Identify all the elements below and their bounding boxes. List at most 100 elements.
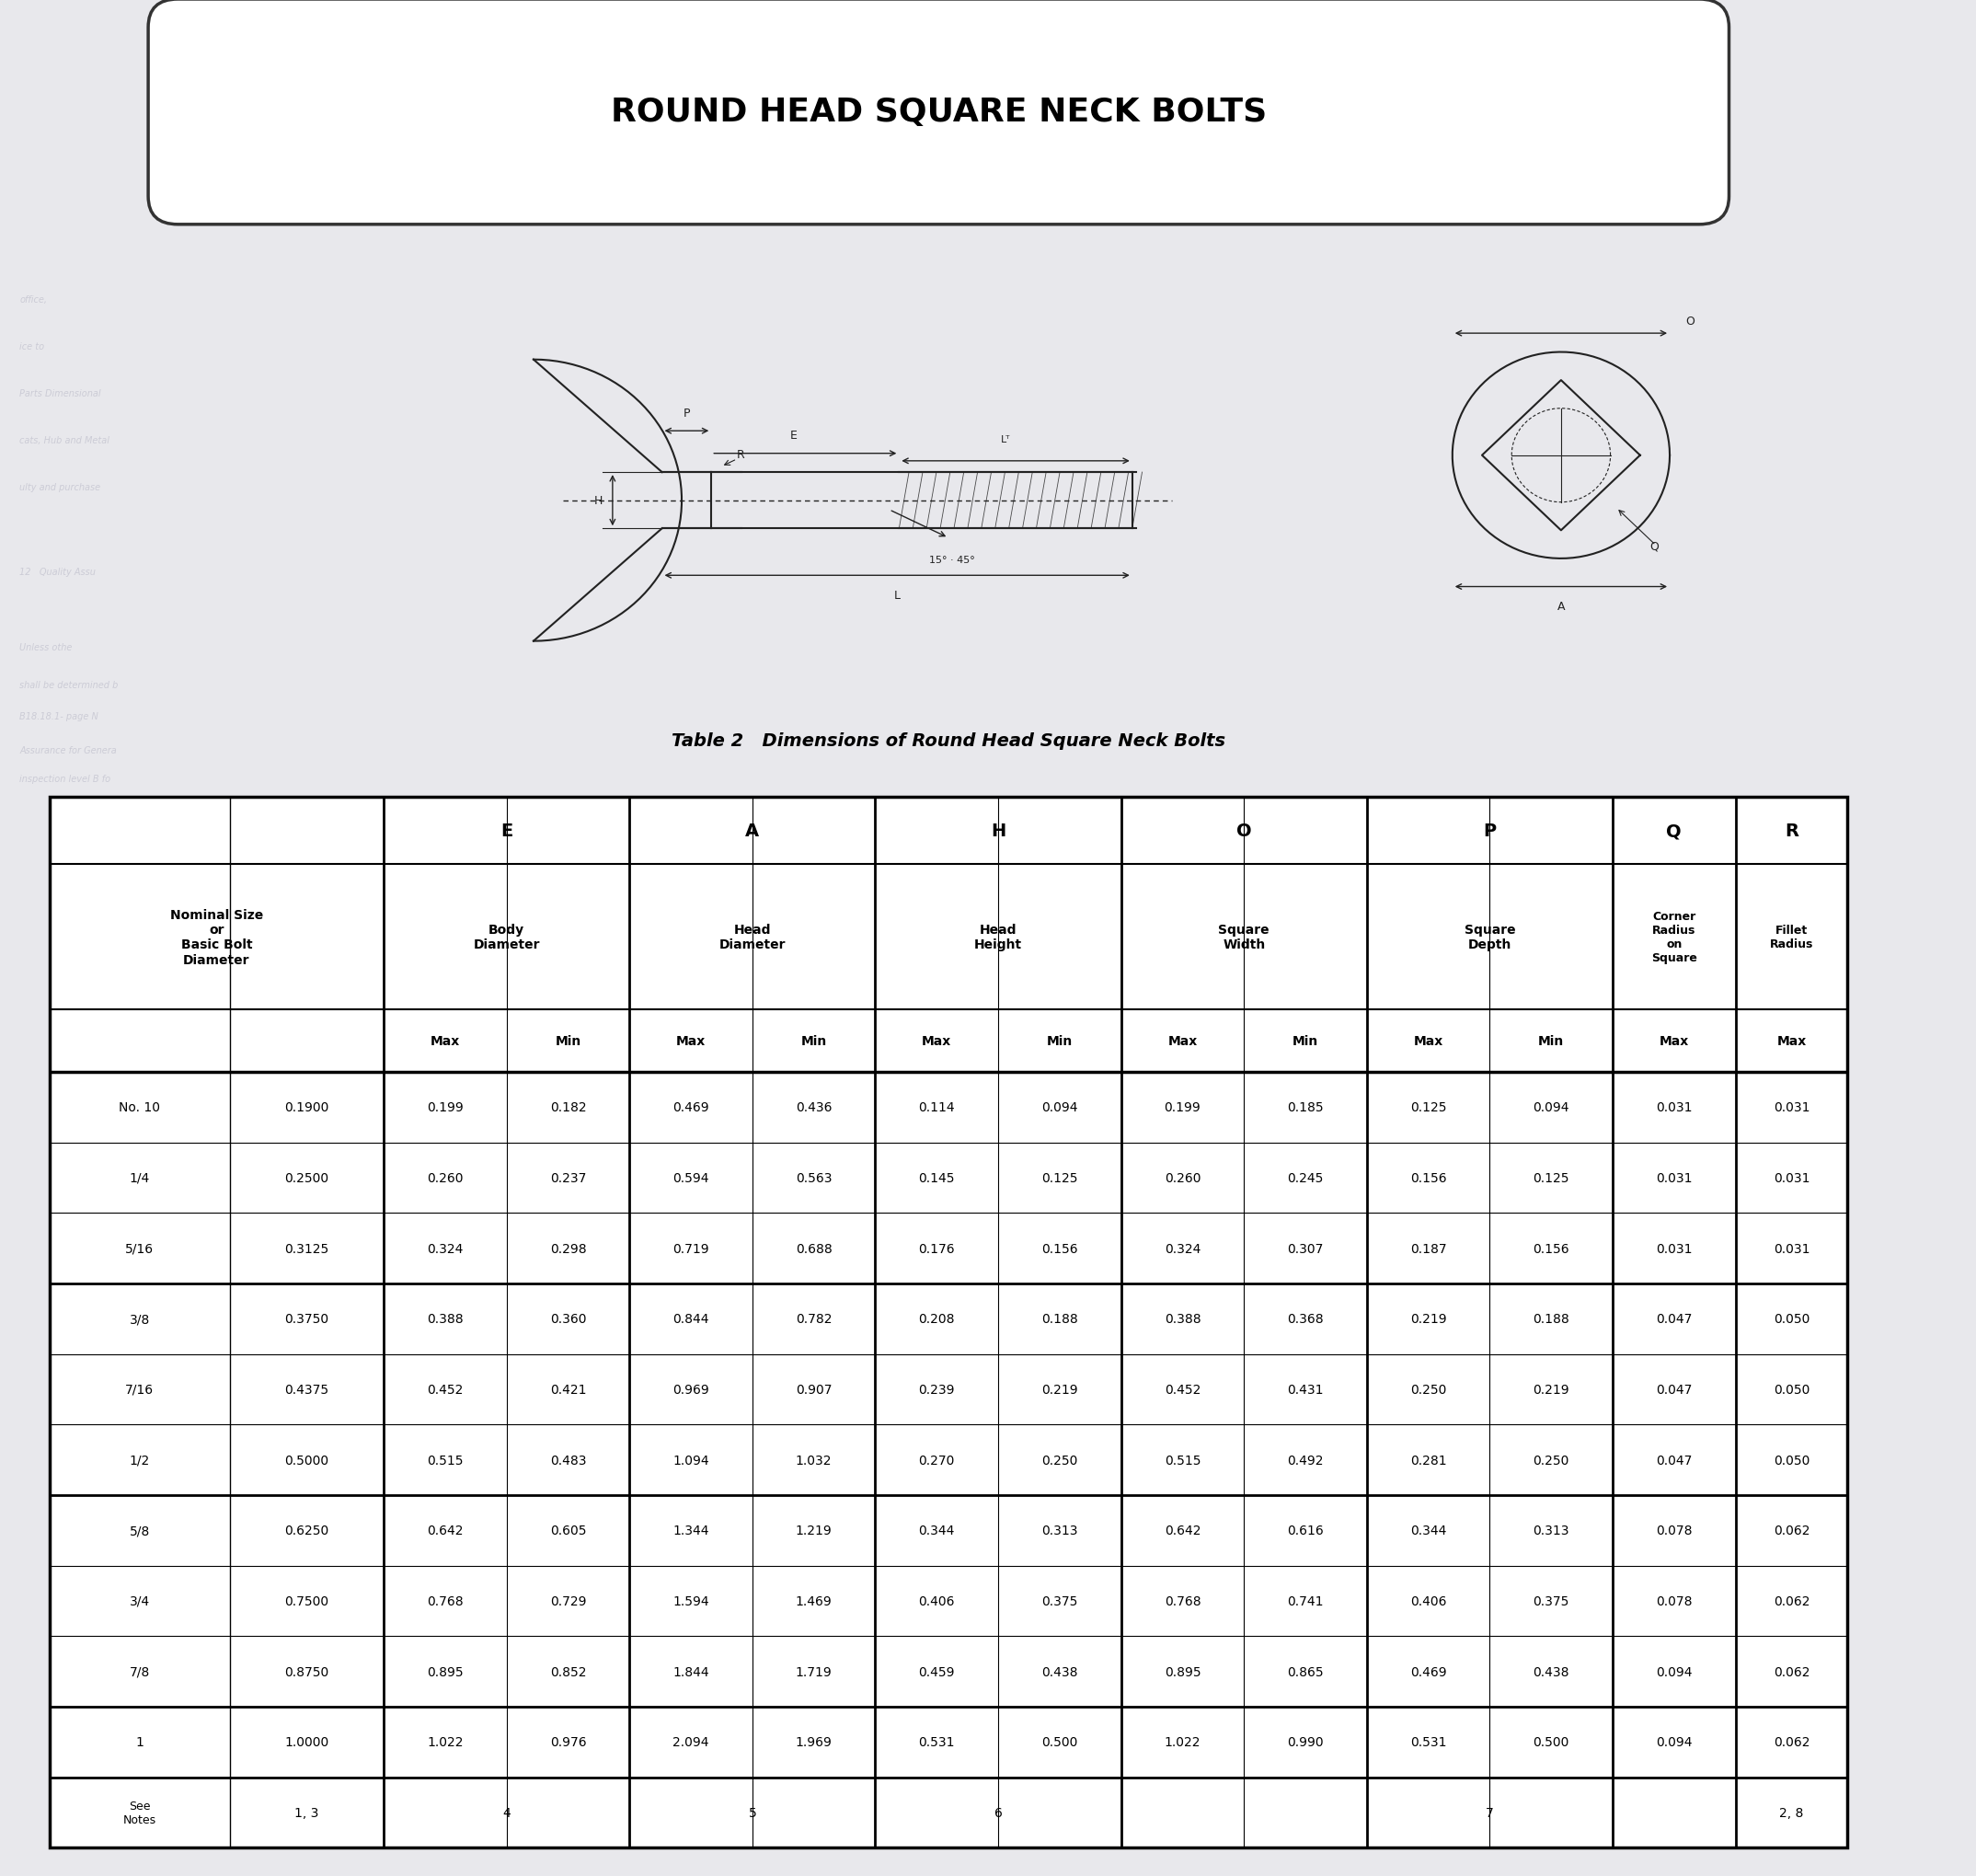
Bar <box>1735 1636 1848 1707</box>
Bar <box>1490 1214 1612 1283</box>
Bar <box>1735 1566 1848 1636</box>
Bar <box>229 1283 383 1354</box>
Bar <box>383 1636 506 1707</box>
Text: cats, Hub and Metal: cats, Hub and Metal <box>20 437 111 445</box>
Bar <box>1245 1566 1367 1636</box>
Bar <box>49 1566 229 1636</box>
Bar <box>1735 1283 1848 1354</box>
Bar <box>1367 1071 1490 1142</box>
Bar <box>1367 1283 1490 1354</box>
Text: 0.895: 0.895 <box>427 1666 464 1677</box>
Text: 0.438: 0.438 <box>1533 1666 1569 1677</box>
Bar <box>753 1071 875 1142</box>
Bar <box>1245 1214 1367 1283</box>
Text: 0.719: 0.719 <box>672 1242 709 1255</box>
Bar <box>1245 1071 1367 1142</box>
Text: 7/16: 7/16 <box>124 1383 154 1396</box>
Text: 0.616: 0.616 <box>1286 1523 1324 1536</box>
Bar <box>506 1636 630 1707</box>
Bar <box>229 1214 383 1283</box>
Text: ROUND HEAD SQUARE NECK BOLTS: ROUND HEAD SQUARE NECK BOLTS <box>611 98 1267 128</box>
Bar <box>875 1354 998 1424</box>
Text: 0.114: 0.114 <box>919 1101 954 1114</box>
Text: H: H <box>990 822 1006 840</box>
Text: 0.895: 0.895 <box>1164 1666 1201 1677</box>
Bar <box>1245 1142 1367 1214</box>
Text: 0.199: 0.199 <box>1164 1101 1201 1114</box>
Bar <box>1120 1636 1245 1707</box>
Bar <box>875 797 1120 865</box>
Text: Min: Min <box>1292 1034 1318 1047</box>
Text: Parts Dimensional: Parts Dimensional <box>20 390 101 398</box>
Bar <box>49 1142 229 1214</box>
Text: 0.125: 0.125 <box>1533 1171 1569 1184</box>
Bar <box>1120 1071 1245 1142</box>
Text: Table 2   Dimensions of Round Head Square Neck Bolts: Table 2 Dimensions of Round Head Square … <box>672 732 1225 750</box>
Text: 2, 8: 2, 8 <box>1780 1807 1804 1820</box>
Text: 4: 4 <box>502 1807 510 1820</box>
Text: 1.219: 1.219 <box>796 1523 832 1536</box>
Bar <box>753 1566 875 1636</box>
Bar <box>1367 1142 1490 1214</box>
Text: 0.094: 0.094 <box>1533 1101 1569 1114</box>
Bar <box>998 1424 1120 1495</box>
Bar <box>1120 797 1367 865</box>
Bar <box>753 1636 875 1707</box>
Text: Assurance for Genera: Assurance for Genera <box>20 747 117 754</box>
Bar <box>229 1777 383 1848</box>
Bar <box>630 1009 753 1071</box>
Text: 1.594: 1.594 <box>672 1595 709 1608</box>
Bar <box>383 797 630 865</box>
Text: 0.199: 0.199 <box>427 1101 464 1114</box>
Bar <box>506 1142 630 1214</box>
Text: Max: Max <box>1776 1034 1806 1047</box>
Text: 0.421: 0.421 <box>549 1383 587 1396</box>
Bar <box>998 1283 1120 1354</box>
Text: 1.032: 1.032 <box>796 1454 832 1467</box>
Bar <box>875 1142 998 1214</box>
Bar <box>875 1777 1120 1848</box>
Text: 0.406: 0.406 <box>919 1595 954 1608</box>
Bar <box>506 1424 630 1495</box>
Bar <box>506 1707 630 1777</box>
Text: 1, 3: 1, 3 <box>294 1807 318 1820</box>
Text: R: R <box>737 448 745 460</box>
Bar <box>1120 1009 1245 1071</box>
Text: Fillet
Radius: Fillet Radius <box>1770 925 1814 949</box>
Text: Min: Min <box>555 1034 581 1047</box>
Text: E: E <box>790 430 798 441</box>
Bar <box>383 865 630 1009</box>
Text: Min: Min <box>800 1034 826 1047</box>
Bar <box>875 1566 998 1636</box>
Bar <box>1367 1354 1490 1424</box>
Text: 0.324: 0.324 <box>1164 1242 1201 1255</box>
Text: B18.18.1- page N: B18.18.1- page N <box>20 713 99 720</box>
Bar <box>1245 1495 1367 1566</box>
Text: 0.375: 0.375 <box>1041 1595 1077 1608</box>
Text: 0.094: 0.094 <box>1041 1101 1077 1114</box>
Bar <box>630 865 875 1009</box>
Bar <box>1367 797 1612 865</box>
Text: Lᵀ: Lᵀ <box>1002 435 1010 445</box>
Bar <box>1120 1777 1367 1848</box>
Text: 0.500: 0.500 <box>1533 1735 1569 1748</box>
Text: O: O <box>1237 822 1251 840</box>
Text: 0.388: 0.388 <box>1164 1313 1201 1324</box>
Bar <box>506 1214 630 1283</box>
Text: 5/8: 5/8 <box>130 1523 150 1536</box>
Text: inspection level B fo: inspection level B fo <box>20 775 111 782</box>
Text: 0.125: 0.125 <box>1041 1171 1077 1184</box>
Bar <box>1245 1354 1367 1424</box>
Text: Nominal Size
or
Basic Bolt
Diameter: Nominal Size or Basic Bolt Diameter <box>170 908 263 966</box>
Text: 0.188: 0.188 <box>1041 1313 1077 1324</box>
Text: 0.3125: 0.3125 <box>285 1242 330 1255</box>
Text: 0.7500: 0.7500 <box>285 1595 330 1608</box>
Text: A: A <box>1557 600 1565 612</box>
Text: 0.270: 0.270 <box>919 1454 954 1467</box>
Text: Unless othe: Unless othe <box>20 643 73 651</box>
Bar <box>49 1495 229 1566</box>
Text: Square
Width: Square Width <box>1219 923 1269 951</box>
Text: 0.313: 0.313 <box>1533 1523 1569 1536</box>
Text: Square
Depth: Square Depth <box>1464 923 1516 951</box>
FancyBboxPatch shape <box>148 0 1729 225</box>
